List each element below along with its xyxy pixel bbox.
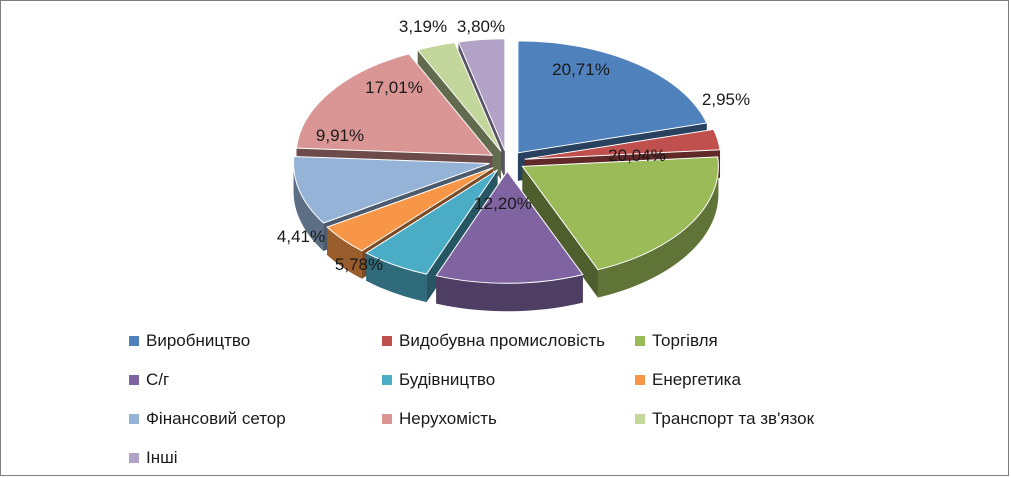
legend-swatch [382,335,392,346]
pie-chart: 20,71% 2,95% 20,04% 12,20% 5,78% 4,41% 9,91% 17… [277,17,750,312]
legend-item: Інші [129,448,382,468]
pie-slice-side [366,252,427,303]
legend-swatch [129,413,139,424]
pie-slice-6 [293,155,490,224]
pie-slice-8 [416,41,502,152]
data-label: 12,20% [474,194,532,213]
legend-swatch [635,413,645,424]
legend-item: Видобувна промисловість [382,331,635,351]
data-label: 20,71% [552,60,610,79]
legend-label: Транспорт та зв'язок [652,408,815,428]
legend-swatch [129,374,139,385]
legend-item: Транспорт та зв'язок [635,409,888,429]
legend-row: С/г Будівництво Енергетика [129,360,889,399]
legend-row: Фінансовий сетор Нерухомість Транспорт та … [129,399,889,438]
pie-slice-2 [521,156,719,271]
legend-swatch [382,374,392,385]
pie-slice-side [327,227,362,279]
legend-label: Будівництво [399,369,496,389]
legend: Виробництво Видобувна промисловість Торгів… [129,321,889,477]
pie-slice-side [597,166,719,298]
data-label: 3,19% [399,17,447,36]
legend-item: Торгівля [635,331,888,351]
legend-item: Виробництво [129,331,382,351]
legend-label: Енергетика [652,369,741,389]
legend-label: Видобувна промисловість [399,330,605,350]
pie-slice-3 [435,170,584,284]
legend-item: Фінансовий сетор [129,409,382,429]
legend-item: Будівництво [382,370,635,390]
legend-row: Виробництво Видобувна промисловість Торгів… [129,321,889,360]
data-label: 9,91% [316,126,364,145]
data-label: 4,41% [277,227,325,246]
data-label: 3,80% [457,17,505,36]
pie-slice-wall [522,166,598,298]
legend-label: С/г [146,369,170,389]
legend-swatch [129,452,139,463]
pie-slice-4 [365,169,498,275]
pie-slice-side [436,274,583,312]
legend-label: Фінансовий сетор [146,408,286,428]
legend-swatch [129,335,139,346]
pie-slice-5 [326,167,494,252]
legend-label: Інші [146,447,178,467]
legend-label: Торгівля [652,330,718,350]
pie-slice-7 [295,53,494,156]
data-label: 17,01% [365,78,423,97]
data-label: 5,78% [335,255,383,274]
legend-item: С/г [129,370,382,390]
legend-swatch [382,413,392,424]
legend-swatch [635,374,645,385]
pie-slice-1 [524,128,721,160]
legend-swatch [635,335,645,346]
data-label: 2,95% [702,90,750,109]
pie-slice-0 [517,40,708,154]
legend-row: Інші [129,438,889,477]
pie-slice-9 [457,38,506,151]
data-label: 20,04% [608,146,666,165]
legend-item: Енергетика [635,370,888,390]
legend-label: Виробництво [146,330,251,350]
legend-item: Нерухомість [382,409,635,429]
legend-label: Нерухомість [399,408,497,428]
